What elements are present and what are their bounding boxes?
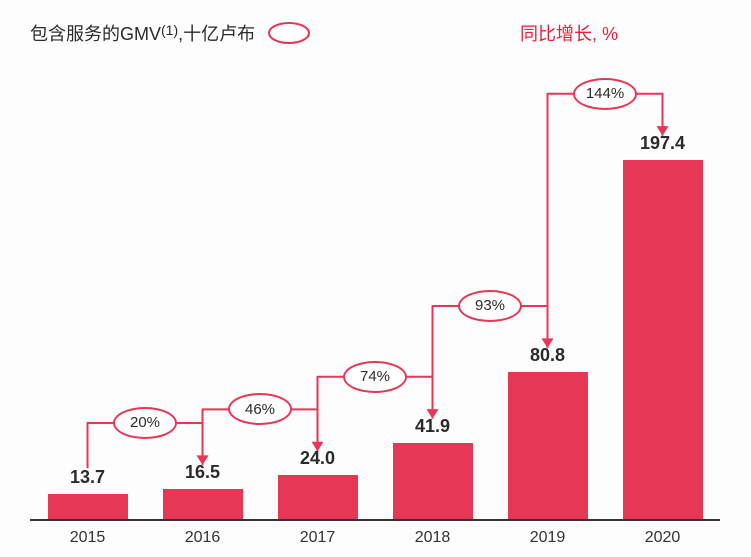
category-label: 2018 [415, 529, 451, 547]
growth-label: 144% [586, 85, 624, 102]
bar [48, 494, 128, 519]
bar-value-label: 24.0 [300, 448, 335, 469]
axis-baseline [30, 519, 720, 521]
category-label: 2016 [185, 529, 221, 547]
title-left-text-1: 包含服务的GMV [30, 24, 161, 44]
bar [623, 160, 703, 519]
bar-value-label: 13.7 [70, 467, 105, 488]
growth-badge: 20% [113, 407, 177, 439]
category-label: 2019 [530, 529, 566, 547]
bar [393, 443, 473, 519]
chart-stage: 包含服务的GMV(1),十亿卢布 同比增长, % 13.7 2015 16.5 201… [0, 0, 751, 557]
growth-label: 93% [475, 297, 505, 314]
growth-label: 46% [245, 401, 275, 418]
growth-label: 74% [360, 368, 390, 385]
bar [278, 475, 358, 519]
title-left-superscript: (1) [161, 22, 178, 38]
title-left: 包含服务的GMV(1),十亿卢布 [30, 20, 312, 50]
bar [163, 489, 243, 519]
category-label: 2015 [70, 529, 106, 547]
growth-badge: 74% [343, 361, 407, 393]
legend-oval-icon [266, 21, 312, 50]
bar-value-label: 16.5 [185, 462, 220, 483]
bar-value-label: 41.9 [415, 416, 450, 437]
growth-label: 20% [130, 414, 160, 431]
category-label: 2020 [645, 529, 681, 547]
title-right: 同比增长, % [520, 20, 618, 46]
growth-badge: 144% [573, 78, 637, 110]
category-label: 2017 [300, 529, 336, 547]
bar-value-label: 197.4 [640, 133, 685, 154]
growth-badge: 46% [228, 393, 292, 425]
title-right-text: 同比增长, % [520, 24, 618, 44]
bar [508, 372, 588, 519]
title-left-text-2: ,十亿卢布 [178, 24, 255, 44]
bar-value-label: 80.8 [530, 345, 565, 366]
growth-badge: 93% [458, 290, 522, 322]
